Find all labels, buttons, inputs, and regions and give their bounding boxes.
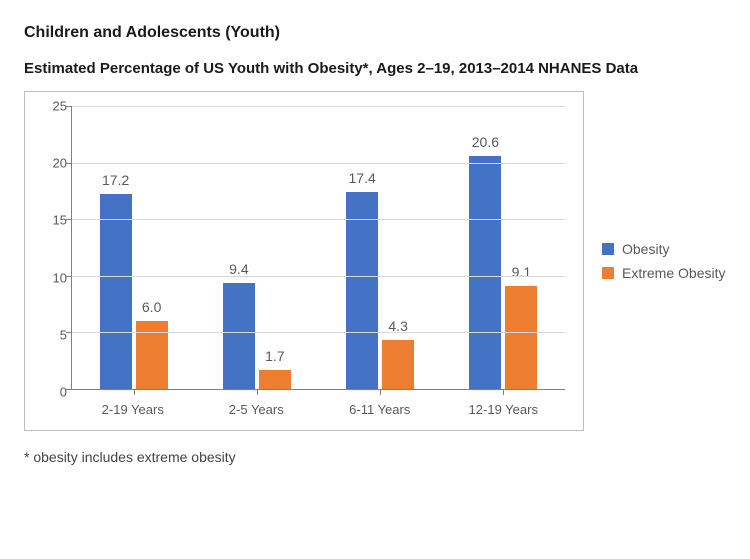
bar: 4.3 [382,340,414,389]
y-axis-label: 25 [37,99,67,114]
legend-item: Extreme Obesity [602,265,725,281]
bar-group: 9.41.7 [195,106,318,389]
bar: 20.6 [469,156,501,389]
bar-group: 20.69.1 [442,106,565,389]
footnote: * obesity includes extreme obesity [24,449,726,465]
bar: 17.4 [346,192,378,389]
legend-swatch [602,243,614,255]
bar-groups: 17.26.09.41.717.44.320.69.1 [72,106,565,389]
gridline [72,106,565,107]
y-axis-label: 20 [37,156,67,171]
bar-value-label: 9.1 [512,264,531,280]
bar-group: 17.26.0 [72,106,195,389]
gridline [72,276,565,277]
gridline [72,219,565,220]
gridline [72,163,565,164]
x-axis-labels: 2-19 Years2-5 Years6-11 Years12-19 Years [71,394,565,430]
bar-value-label: 17.4 [349,170,376,186]
bar-value-label: 9.4 [229,261,248,277]
bar-value-label: 1.7 [265,348,284,364]
plot-area: 17.26.09.41.717.44.320.69.1 [71,106,565,390]
x-axis-label: 2-19 Years [71,394,195,430]
x-axis-label: 2-5 Years [195,394,319,430]
page-title-1: Children and Adolescents (Youth) [24,24,726,42]
y-axis-label: 0 [37,385,67,400]
bar-value-label: 20.6 [472,134,499,150]
bar: 9.4 [223,283,255,389]
y-axis-label: 5 [37,327,67,342]
legend-swatch [602,267,614,279]
bar: 1.7 [259,370,291,389]
y-axis-label: 10 [37,270,67,285]
legend-label: Obesity [622,241,669,257]
bar-value-label: 6.0 [142,299,161,315]
gridline [72,332,565,333]
x-axis-label: 12-19 Years [442,394,566,430]
legend: Obesity Extreme Obesity [602,233,725,289]
legend-label: Extreme Obesity [622,265,725,281]
bar: 9.1 [505,286,537,389]
legend-item: Obesity [602,241,725,257]
page-title-2: Estimated Percentage of US Youth with Ob… [24,60,726,77]
bar-group: 17.44.3 [319,106,442,389]
bar: 6.0 [136,321,168,389]
bar: 17.2 [100,194,132,389]
chart-row: 17.26.09.41.717.44.320.69.1 2-19 Years2-… [24,91,726,431]
bar-value-label: 17.2 [102,172,129,188]
chart-box: 17.26.09.41.717.44.320.69.1 2-19 Years2-… [24,91,584,431]
x-axis-label: 6-11 Years [318,394,442,430]
y-axis-label: 15 [37,213,67,228]
